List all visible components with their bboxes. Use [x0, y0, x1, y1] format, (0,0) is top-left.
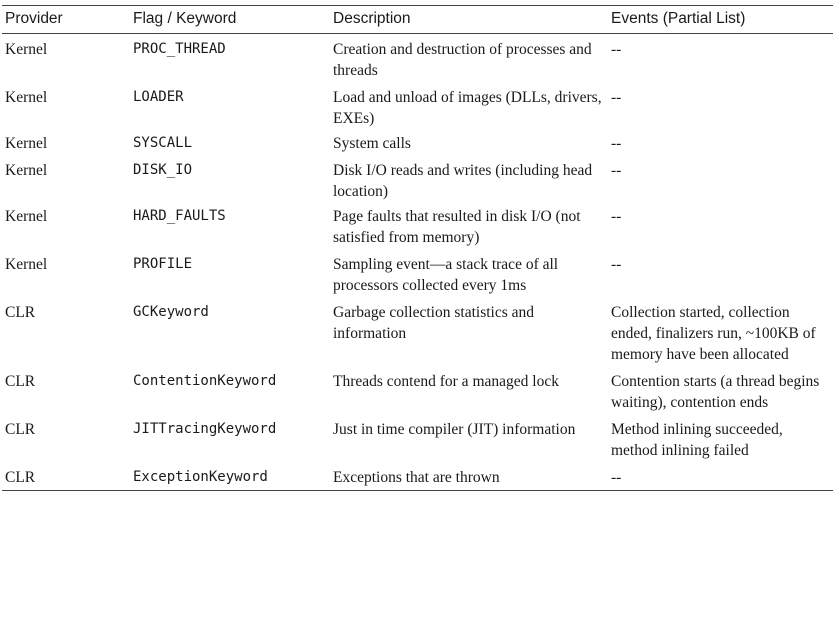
- cell-flag-keyword: JITTracingKeyword: [133, 421, 277, 437]
- cell-events: Collection started, collection ended, fi…: [611, 304, 816, 363]
- cell-provider: CLR: [5, 421, 36, 438]
- cell-events: --: [608, 465, 833, 491]
- cell-events: --: [611, 41, 622, 58]
- cell-provider: Kernel: [5, 135, 48, 152]
- cell-flag-keyword: DISK_IO: [133, 162, 193, 178]
- cell-description: Page faults that resulted in disk I/O (n…: [333, 208, 581, 246]
- cell-provider: Kernel: [5, 162, 48, 179]
- cell-description: Threads contend for a managed lock: [333, 373, 559, 390]
- cell-description: Just in time compiler (JIT) information: [333, 421, 576, 438]
- table-body: Kernel PROC_THREAD Creation and destructio…: [2, 34, 833, 491]
- table-row: Kernel LOADER Load and unload of images (D…: [2, 85, 833, 131]
- table-row: CLR JITTracingKeyword Just in time compile…: [2, 417, 833, 465]
- table-row: Kernel HARD_FAULTS Page faults that result…: [2, 204, 833, 252]
- header-flag-keyword: Flag / Keyword: [130, 5, 330, 34]
- table-row: Kernel SYSCALL System calls --: [2, 131, 833, 158]
- cell-events: --: [611, 256, 622, 273]
- cell-events: --: [611, 135, 622, 152]
- cell-events: --: [611, 162, 622, 179]
- cell-description: Exceptions that are thrown: [330, 465, 608, 491]
- table-row: CLR ExceptionKeyword Exceptions that are t…: [2, 465, 833, 491]
- cell-description: System calls: [333, 135, 411, 152]
- table-row: Kernel PROFILE Sampling event—a stack trac…: [2, 252, 833, 300]
- cell-flag-keyword: HARD_FAULTS: [133, 208, 226, 224]
- cell-flag-keyword: ExceptionKeyword: [130, 465, 330, 491]
- cell-description: Load and unload of images (DLLs, drivers…: [333, 89, 602, 127]
- cell-description: Sampling event—a stack trace of all proc…: [333, 256, 559, 294]
- cell-description: Disk I/O reads and writes (including hea…: [333, 162, 593, 200]
- header-provider: Provider: [2, 5, 130, 34]
- cell-events: Contention starts (a thread begins waiti…: [611, 373, 820, 411]
- cell-flag-keyword: PROFILE: [133, 256, 193, 272]
- header-events: Events (Partial List): [608, 5, 833, 34]
- table-row: CLR ContentionKeyword Threads contend for …: [2, 369, 833, 417]
- cell-events: --: [611, 208, 622, 225]
- cell-events: Method inlining succeeded, method inlini…: [611, 421, 783, 459]
- etw-providers-table: Provider Flag / Keyword Description Even…: [2, 5, 833, 491]
- cell-provider: Kernel: [5, 89, 48, 106]
- table-row: CLR GCKeyword Garbage collection statistic…: [2, 300, 833, 369]
- cell-provider: Kernel: [5, 41, 48, 58]
- cell-flag-keyword: LOADER: [133, 89, 184, 105]
- cell-flag-keyword: PROC_THREAD: [133, 41, 226, 57]
- table-row: Kernel DISK_IO Disk I/O reads and writes (…: [2, 158, 833, 204]
- cell-provider: CLR: [2, 465, 130, 491]
- table-row: Kernel PROC_THREAD Creation and destructio…: [2, 34, 833, 86]
- cell-flag-keyword: GCKeyword: [133, 304, 209, 320]
- cell-flag-keyword: SYSCALL: [133, 135, 193, 151]
- cell-events: --: [611, 89, 622, 106]
- cell-description: Garbage collection statistics and inform…: [333, 304, 535, 342]
- cell-flag-keyword: ContentionKeyword: [133, 373, 277, 389]
- cell-provider: CLR: [5, 304, 36, 321]
- header-row: Provider Flag / Keyword Description Even…: [2, 5, 833, 34]
- header-description: Description: [330, 5, 608, 34]
- cell-provider: CLR: [5, 373, 36, 390]
- cell-provider: Kernel: [5, 256, 48, 273]
- cell-description: Creation and destruction of processes an…: [333, 41, 592, 79]
- cell-provider: Kernel: [5, 208, 48, 225]
- table-header: Provider Flag / Keyword Description Even…: [2, 5, 833, 34]
